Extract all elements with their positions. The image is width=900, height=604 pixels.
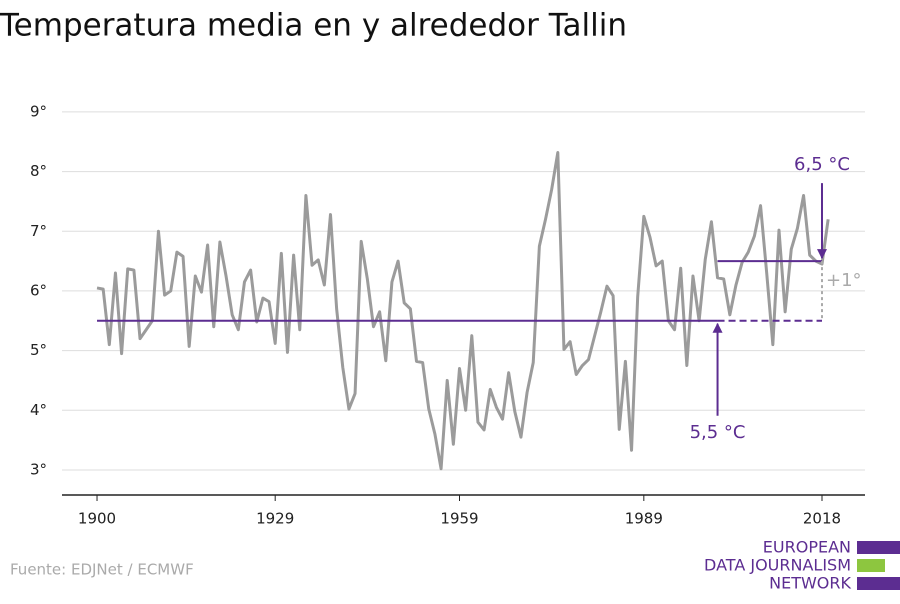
logo-bar [857, 577, 900, 590]
logo-text: DATA JOURNALISM [704, 556, 851, 575]
x-tick-label: 1959 [440, 510, 478, 528]
annotation-label: 5,5 °C [690, 422, 746, 443]
x-tick-label: 1900 [78, 510, 116, 528]
y-tick-label: 7° [30, 222, 47, 240]
chart-title: Temperatura media en y alrededor Tallin [0, 8, 627, 44]
source: Fuente: EDJNet / ECMWF [10, 561, 194, 579]
logo-bar [857, 541, 900, 554]
x-tick-label: 1929 [256, 510, 294, 528]
x-tick-label: 2018 [803, 510, 841, 528]
difference-label: +1° [826, 270, 862, 291]
y-tick-label: 3° [30, 460, 47, 478]
x-tick-label: 1989 [625, 510, 663, 528]
logo-text: NETWORK [769, 574, 851, 593]
logo-bar [857, 559, 885, 572]
y-tick-label: 5° [30, 341, 47, 359]
data-line [96, 151, 830, 471]
logo-text: EUROPEAN [763, 538, 851, 557]
annotation-label: 6,5 °C [794, 154, 850, 175]
y-tick-label: 6° [30, 281, 47, 299]
y-tick-label: 4° [30, 401, 47, 419]
y-tick-label: 9° [30, 102, 47, 120]
y-tick-label: 8° [30, 162, 47, 180]
